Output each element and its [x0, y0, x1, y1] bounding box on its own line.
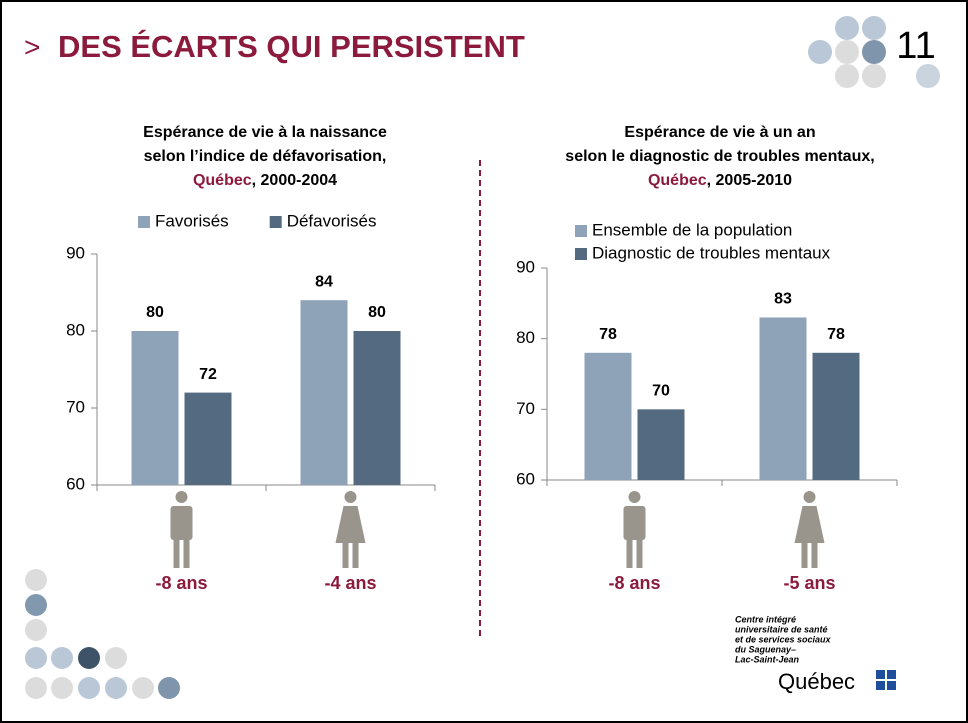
chart-title: Espérance de vie à la naissance	[143, 124, 387, 141]
annotation: -5 ans	[783, 573, 835, 593]
value-label: 78	[599, 326, 617, 343]
value-label: 70	[652, 383, 670, 400]
annotation: -8 ans	[608, 573, 660, 593]
annotation: -8 ans	[155, 573, 207, 593]
icon-body	[170, 506, 193, 540]
bar	[353, 331, 401, 485]
value-label: 80	[368, 304, 386, 321]
decor-top	[808, 16, 940, 88]
logo-brand: Québec	[778, 669, 855, 694]
logo-line: du Saguenay–	[735, 644, 796, 654]
title-highlight: Québec	[648, 172, 707, 189]
decor-bottom	[25, 569, 180, 699]
bar	[812, 352, 860, 480]
legend-swatch	[138, 216, 150, 228]
chart-title: Québec, 2000-2004	[193, 172, 337, 189]
logo-line: Centre intégré	[735, 614, 796, 624]
logo-line: Lac-Saint-Jean	[735, 654, 800, 664]
y-tick-label: 80	[516, 328, 535, 347]
y-tick-label: 90	[516, 257, 535, 276]
y-tick-label: 60	[66, 474, 85, 493]
chart-title: Espérance de vie à un an	[624, 124, 815, 141]
y-tick-label: 70	[516, 399, 535, 418]
icon-leg	[352, 538, 359, 568]
icon-leg	[811, 538, 818, 568]
legend-label: Favorisés	[155, 211, 229, 230]
icon-leg	[173, 538, 180, 568]
bar	[759, 317, 807, 480]
bar	[637, 409, 685, 480]
legend-swatch	[575, 248, 587, 260]
page-number: 11	[896, 25, 935, 67]
icon-body	[335, 506, 366, 543]
icon-leg	[636, 538, 643, 568]
icon-leg	[342, 538, 349, 568]
y-tick-label: 80	[66, 320, 85, 339]
logo: Centre intégré universitaire de santé et…	[735, 614, 896, 694]
icon-body	[794, 506, 825, 543]
logo-line: universitaire de santé	[735, 624, 828, 634]
y-tick-label: 60	[516, 469, 535, 488]
icon-leg	[183, 538, 190, 568]
bar	[131, 331, 179, 485]
legend-swatch	[269, 216, 282, 228]
legend-label: Défavorisés	[287, 211, 377, 230]
title-suffix: , 2005-2010	[707, 172, 793, 189]
value-label: 72	[199, 366, 217, 383]
chart-title: Québec, 2005-2010	[648, 172, 792, 189]
bar	[584, 352, 632, 480]
slide-title: DES ÉCARTS QUI PERSISTENT	[58, 29, 525, 64]
legend-label: Diagnostic de troubles mentaux	[592, 243, 831, 262]
annotation: -4 ans	[324, 573, 376, 593]
y-tick-label: 90	[66, 243, 85, 262]
title-suffix: , 2000-2004	[252, 172, 338, 189]
y-tick-label: 70	[66, 397, 85, 416]
value-label: 80	[146, 304, 164, 321]
logo-line: et de services sociaux	[735, 634, 832, 644]
icon-body	[623, 506, 646, 540]
legend-swatch	[575, 225, 587, 237]
icon-head	[344, 491, 357, 503]
title-marker: >	[24, 31, 40, 62]
icon-leg	[801, 538, 808, 568]
icon-head	[803, 491, 816, 503]
chart-title: selon l’indice de défavorisation,	[144, 148, 387, 165]
value-label: 78	[827, 326, 845, 343]
value-label: 84	[315, 273, 333, 290]
title-highlight: Québec	[193, 172, 252, 189]
value-label: 83	[774, 291, 792, 308]
legend-label: Ensemble de la population	[592, 220, 792, 239]
icon-head	[175, 491, 188, 503]
bar	[300, 300, 348, 485]
chart: Espérance de vie à un an selon le diagnos…	[516, 124, 898, 593]
icon-leg	[626, 538, 633, 568]
bar	[184, 392, 232, 485]
chart: Espérance de vie à la naissance selon l’i…	[66, 124, 436, 593]
chart-title: selon le diagnostic de troubles mentaux,	[565, 148, 874, 165]
icon-head	[628, 491, 641, 503]
